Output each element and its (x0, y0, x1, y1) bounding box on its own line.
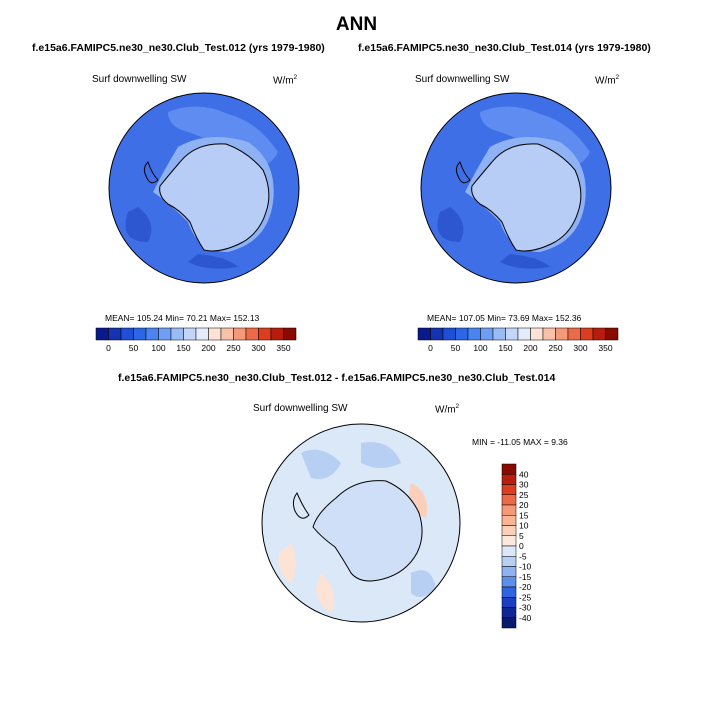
colorbar-tick-label: 10 (519, 521, 529, 531)
colorbar-tick-label: -5 (519, 551, 527, 561)
colorbar-swatch (183, 327, 197, 341)
colorbar-swatch (555, 327, 569, 341)
colorbar-swatch (133, 327, 147, 341)
right-stats: MEAN= 107.05 Min= 73.69 Max= 152.36 (427, 313, 582, 323)
colorbar-swatch (455, 327, 469, 341)
colorbar-tick-label: 200 (201, 343, 215, 353)
colorbar-swatch (501, 535, 517, 547)
colorbar-tick-label: 150 (498, 343, 512, 353)
colorbar-swatch (108, 327, 122, 341)
colorbar-swatch (542, 327, 556, 341)
colorbar-tick-label: 0 (428, 343, 433, 353)
colorbar-tick-label: -30 (519, 603, 532, 613)
colorbar-swatch (258, 327, 272, 341)
colorbar-tick-label: 200 (523, 343, 537, 353)
colorbar-swatch (158, 327, 172, 341)
colorbar-tick-label: 0 (519, 541, 524, 551)
colorbar-swatch (501, 515, 517, 526)
colorbar-swatch (467, 327, 481, 341)
right-polar-map (420, 92, 612, 284)
colorbar-swatch (501, 566, 517, 577)
diff-stats: MIN = -11.05 MAX = 9.36 (472, 437, 568, 447)
colorbar-swatch (270, 327, 284, 341)
colorbar-tick-label: 250 (226, 343, 240, 353)
colorbar-swatch (501, 484, 517, 495)
colorbar-swatch (501, 504, 517, 516)
colorbar-swatch (283, 327, 297, 341)
colorbar-swatch (605, 327, 619, 341)
diff-variable-label: Surf downwelling SW (253, 403, 348, 414)
colorbar-tick-label: 40 (519, 469, 529, 479)
colorbar-swatch (501, 586, 517, 598)
colorbar-swatch (517, 327, 531, 341)
colorbar-swatch (492, 327, 506, 341)
colorbar-tick-label: 25 (519, 490, 529, 500)
right-colorbar: 0 50 100 150 200 250 300 350 (417, 327, 619, 353)
left-panel-subtitle: f.e15a6.FAMIPC5.ne30_ne30.Club_Test.012 … (32, 42, 325, 54)
colorbar-tick-label: 0 (106, 343, 111, 353)
colorbar-swatch (501, 617, 517, 629)
colorbar-tick-label: -25 (519, 592, 532, 602)
colorbar-swatch (530, 327, 544, 341)
colorbar-swatch (145, 327, 159, 341)
colorbar-swatch (501, 525, 517, 536)
colorbar-swatch (505, 327, 519, 341)
colorbar-swatch (120, 327, 134, 341)
colorbar-tick-label: 350 (276, 343, 290, 353)
colorbar-swatch (501, 463, 517, 475)
page-title: ANN (335, 14, 378, 35)
colorbar-tick-label: 300 (251, 343, 265, 353)
colorbar-tick-label: 5 (519, 531, 524, 541)
difference-title: f.e15a6.FAMIPC5.ne30_ne30.Club_Test.012 … (118, 372, 556, 384)
left-variable-label: Surf downwelling SW (92, 74, 187, 85)
colorbar-tick-label: -10 (519, 562, 532, 572)
colorbar-swatch (501, 474, 517, 485)
left-units-label: W/m2 (273, 74, 298, 87)
colorbar-swatch (501, 597, 517, 608)
right-panel-subtitle: f.e15a6.FAMIPC5.ne30_ne30.Club_Test.014 … (358, 42, 651, 54)
right-variable-label: Surf downwelling SW (415, 74, 510, 85)
difference-polar-map (261, 423, 461, 623)
colorbar-swatch (233, 327, 247, 341)
colorbar-tick-label: 250 (548, 343, 562, 353)
colorbar-swatch (501, 494, 517, 506)
colorbar-swatch (170, 327, 184, 341)
right-units-label: W/m2 (595, 74, 620, 87)
colorbar-swatch (208, 327, 222, 341)
colorbar-swatch (195, 327, 209, 341)
colorbar-swatch (501, 607, 517, 618)
colorbar-tick-label: 100 (151, 343, 165, 353)
colorbar-tick-label: 50 (451, 343, 461, 353)
left-colorbar: 0 50 100 150 200 250 300 350 (95, 327, 297, 353)
colorbar-tick-label: 30 (519, 480, 529, 490)
colorbar-swatch (442, 327, 456, 341)
left-polar-map (108, 92, 300, 284)
colorbar-swatch (430, 327, 444, 341)
colorbar-tick-label: -15 (519, 572, 532, 582)
colorbar-swatch (245, 327, 259, 341)
colorbar-swatch (480, 327, 494, 341)
colorbar-tick-label: 15 (519, 510, 529, 520)
colorbar-swatch (592, 327, 606, 341)
colorbar-swatch (417, 327, 431, 341)
colorbar-swatch (220, 327, 234, 341)
colorbar-swatch (501, 576, 517, 588)
diff-units-label: W/m2 (435, 403, 460, 416)
colorbar-tick-label: 20 (519, 500, 529, 510)
colorbar-tick-label: 350 (598, 343, 612, 353)
colorbar-swatch (567, 327, 581, 341)
colorbar-tick-label: -20 (519, 582, 532, 592)
colorbar-tick-label: 300 (573, 343, 587, 353)
colorbar-tick-label: 150 (176, 343, 190, 353)
colorbar-swatch (95, 327, 109, 341)
colorbar-swatch (501, 556, 517, 567)
colorbar-swatch (580, 327, 594, 341)
colorbar-tick-label: 100 (473, 343, 487, 353)
left-stats: MEAN= 105.24 Min= 70.21 Max= 152.13 (105, 313, 260, 323)
colorbar-tick-label: 50 (129, 343, 139, 353)
colorbar-swatch (501, 545, 517, 557)
colorbar-tick-label: -40 (519, 613, 532, 623)
